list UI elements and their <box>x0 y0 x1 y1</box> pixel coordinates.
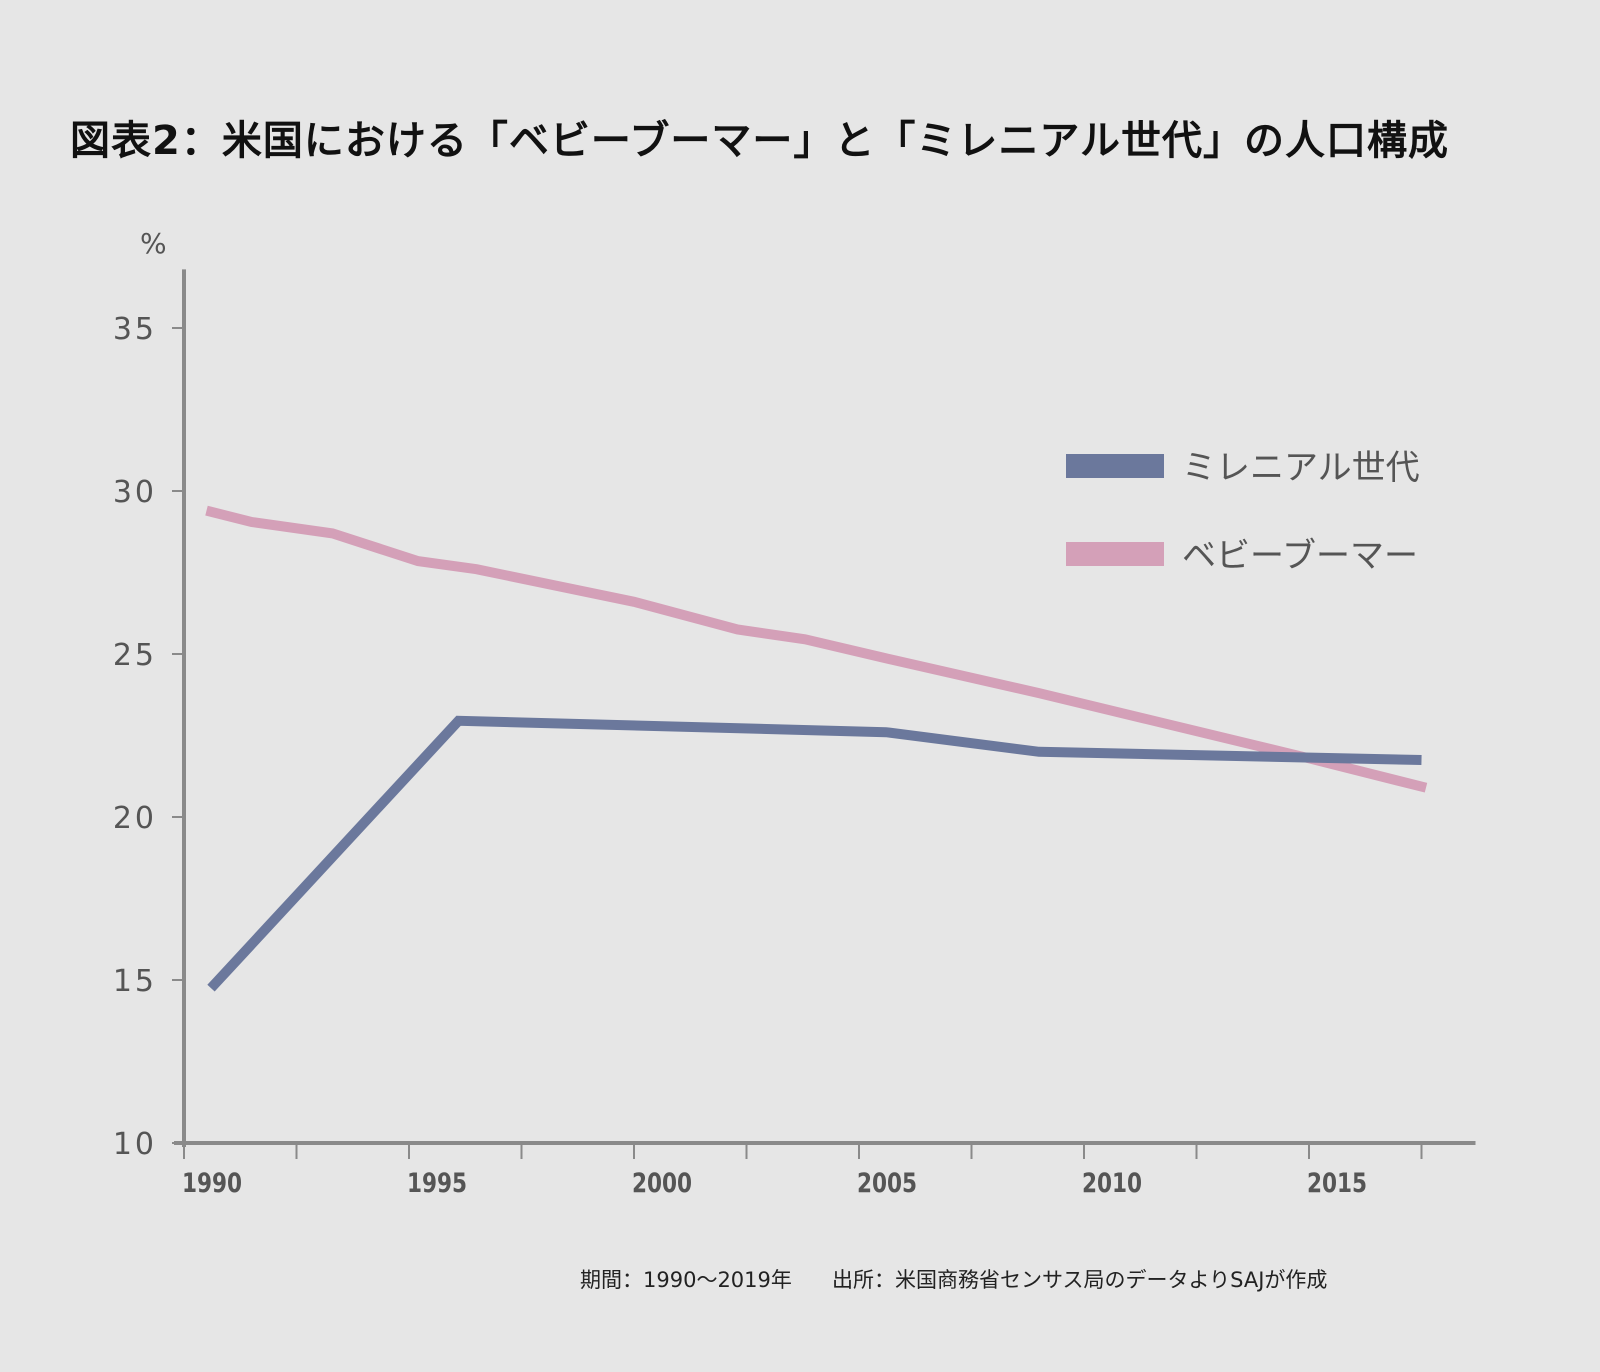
axes: 10 15 20 25 30 35% 1990 1995 2000 2005 2010 2015 <box>113 227 1476 1199</box>
x-tick-label: 2000 <box>632 1167 692 1199</box>
legend-swatch <box>1066 454 1164 478</box>
source-note: 出所：米国商務省センサス局のデータよりSAJが作成 <box>831 1268 1328 1292</box>
legend-swatch <box>1066 542 1164 566</box>
x-tick-label: 2005 <box>857 1167 917 1199</box>
series-lines <box>205 505 1428 992</box>
y-tick-label: 10 <box>113 1127 157 1162</box>
y-tick-label: 35 <box>113 312 157 347</box>
series-line-millennials <box>207 715 1422 992</box>
chart-title: 図表2：米国における「ベビーブーマー」と「ミレニアル世代」の人口構成 <box>70 118 1450 164</box>
x-tick-label: 2010 <box>1082 1167 1142 1199</box>
x-tick-label: 1990 <box>182 1167 242 1199</box>
y-axis-unit: % <box>140 227 167 260</box>
legend-label: ミレニアル世代 <box>1182 448 1420 488</box>
y-tick-label: 15 <box>113 964 157 999</box>
x-tick-label: 1995 <box>407 1167 467 1199</box>
y-tick-label: 30 <box>113 475 157 510</box>
x-tick-label: 2015 <box>1307 1167 1367 1199</box>
series-line-baby-boomers <box>205 505 1428 793</box>
period-note: 期間：1990〜2019年 <box>580 1268 792 1292</box>
legend-label: ベビーブーマー <box>1182 536 1418 576</box>
y-tick-label: 25 <box>113 638 157 673</box>
footnote: 期間：1990〜2019年 出所：米国商務省センサス局のデータよりSAJが作成 <box>580 1264 1327 1294</box>
y-tick-label: 20 <box>113 801 157 836</box>
